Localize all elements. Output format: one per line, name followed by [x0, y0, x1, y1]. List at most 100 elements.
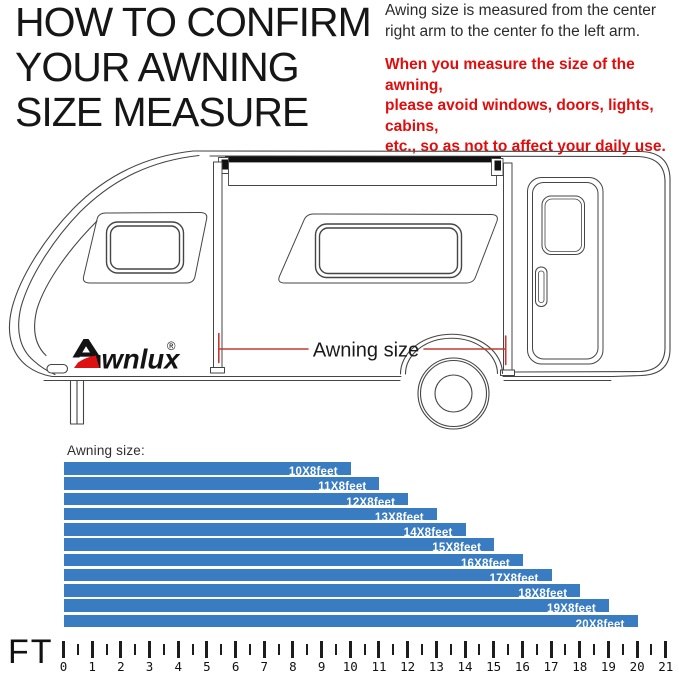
- brand-name: wnlux: [102, 344, 182, 375]
- ruler-minor-tick: [306, 643, 309, 655]
- size-bar: 19X8feet: [64, 599, 609, 615]
- ruler-major-tick: [606, 641, 610, 658]
- trailer-hitch: [46, 363, 85, 425]
- ruler-minor-tick: [334, 643, 337, 655]
- ruler-minor-tick: [449, 643, 452, 655]
- ruler-major-tick: [62, 641, 65, 658]
- size-bar: 13X8feet: [64, 507, 437, 524]
- title-line-2: YOUR AWNING: [15, 44, 300, 90]
- ruler-number: 5: [203, 659, 211, 674]
- title-line-1: HOW TO CONFIRM: [15, 0, 372, 45]
- ruler-number: 15: [486, 659, 502, 674]
- bar-label: 19X8feet: [546, 603, 596, 616]
- logo-a-icon: [72, 339, 101, 368]
- ruler-major-tick: [434, 641, 438, 658]
- ruler-minor-tick: [650, 643, 653, 655]
- ruler-minor-tick: [621, 643, 624, 655]
- ruler-major-tick: [205, 641, 209, 658]
- ruler-minor-tick: [134, 643, 137, 655]
- ruler-major-tick: [377, 641, 381, 658]
- ruler-major-tick: [492, 641, 496, 658]
- ruler-minor-tick: [507, 643, 510, 655]
- ruler-number: 20: [629, 659, 645, 674]
- ruler-number: 12: [400, 659, 416, 674]
- ruler-number: 10: [342, 659, 358, 674]
- bar-label: 13X8feet: [374, 511, 424, 524]
- ruler-minor-tick: [277, 643, 280, 655]
- ruler-number: 19: [600, 659, 616, 674]
- trailer-body: [9, 150, 671, 382]
- ruler-major-tick: [234, 641, 238, 658]
- warning-line-2: please avoid windows, doors, lights, cab…: [385, 97, 654, 135]
- ruler-number: 18: [572, 659, 588, 674]
- ruler-minor-tick: [105, 643, 108, 655]
- ruler-number: 14: [457, 659, 473, 674]
- note-line-2: right arm to the center fo the left arm.: [385, 22, 641, 40]
- door-handle: [535, 266, 548, 307]
- chart-title: Awning size:: [67, 443, 145, 458]
- ruler-number: 8: [289, 659, 297, 674]
- size-bar: 12X8feet: [64, 492, 409, 509]
- ruler-number: 21: [658, 659, 674, 674]
- ruler-major-tick: [148, 641, 152, 658]
- ruler-minor-tick: [162, 643, 165, 655]
- ruler-minor-tick: [593, 643, 596, 655]
- ruler-major-tick: [406, 641, 410, 658]
- note-line-1: Awing size is measured from the center: [385, 2, 657, 19]
- ruler-minor-tick: [363, 643, 366, 655]
- ruler-number: 9: [317, 659, 326, 674]
- size-bar: 17X8feet: [64, 568, 552, 585]
- ruler-major-tick: [119, 641, 123, 658]
- bar-label: 12X8feet: [346, 496, 396, 509]
- ruler-major-tick: [635, 641, 639, 658]
- bar-label: 17X8feet: [489, 572, 539, 585]
- ruler-minor-tick: [191, 643, 194, 655]
- ruler-major-tick: [262, 641, 266, 658]
- ruler-major-tick: [90, 641, 94, 658]
- front-window: [82, 212, 208, 284]
- bar-label: 10X8feet: [288, 466, 338, 478]
- ruler-minor-tick: [564, 643, 567, 655]
- ruler-number: 1: [88, 659, 96, 674]
- size-bar: 16X8feet: [64, 553, 523, 570]
- brand-registered-mark: ®: [167, 341, 176, 353]
- ruler-minor-tick: [248, 643, 251, 655]
- size-bar: 10X8feet: [64, 462, 351, 478]
- ruler-major-tick: [348, 641, 352, 658]
- ruler-number: 2: [117, 659, 125, 674]
- ruler-major-tick: [176, 641, 180, 658]
- ruler-minor-tick: [535, 643, 538, 655]
- ruler-number: 0: [59, 659, 68, 674]
- bar-label: 20X8feet: [575, 618, 625, 631]
- ruler-number: 11: [371, 659, 387, 674]
- brand-logo: wnlux ®: [72, 339, 182, 375]
- ruler-major-tick: [664, 641, 668, 658]
- dimension-label: Awning size: [313, 340, 419, 362]
- dimension-annotation: Awning size: [218, 332, 507, 366]
- ruler-major-tick: [549, 641, 553, 658]
- bar-label: 15X8feet: [432, 542, 482, 555]
- size-bar: 18X8feet: [64, 584, 581, 600]
- ruler-number: 13: [428, 659, 444, 674]
- ruler-minor-tick: [220, 643, 223, 655]
- ruler-number: 6: [231, 659, 240, 674]
- ruler-unit-label: FT: [8, 633, 54, 671]
- ruler-major-tick: [578, 641, 582, 658]
- middle-window: [278, 213, 498, 284]
- ruler-minor-tick: [392, 643, 395, 655]
- warning-line-1: When you measure the size of the awning,: [385, 56, 635, 94]
- bar-label: 14X8feet: [403, 527, 453, 539]
- bar-label: 18X8feet: [518, 588, 568, 600]
- size-bar: 11X8feet: [64, 477, 380, 493]
- awning-arms: [210, 161, 515, 376]
- ruler-major-tick: [320, 641, 324, 658]
- ruler-minor-tick: [478, 643, 481, 655]
- door: [527, 177, 604, 365]
- ruler-number: 3: [145, 659, 154, 674]
- bar-label: 11X8feet: [318, 481, 367, 494]
- ruler-number: 17: [543, 659, 559, 674]
- size-bar: 15X8feet: [64, 538, 495, 554]
- ruler-minor-tick: [76, 643, 79, 655]
